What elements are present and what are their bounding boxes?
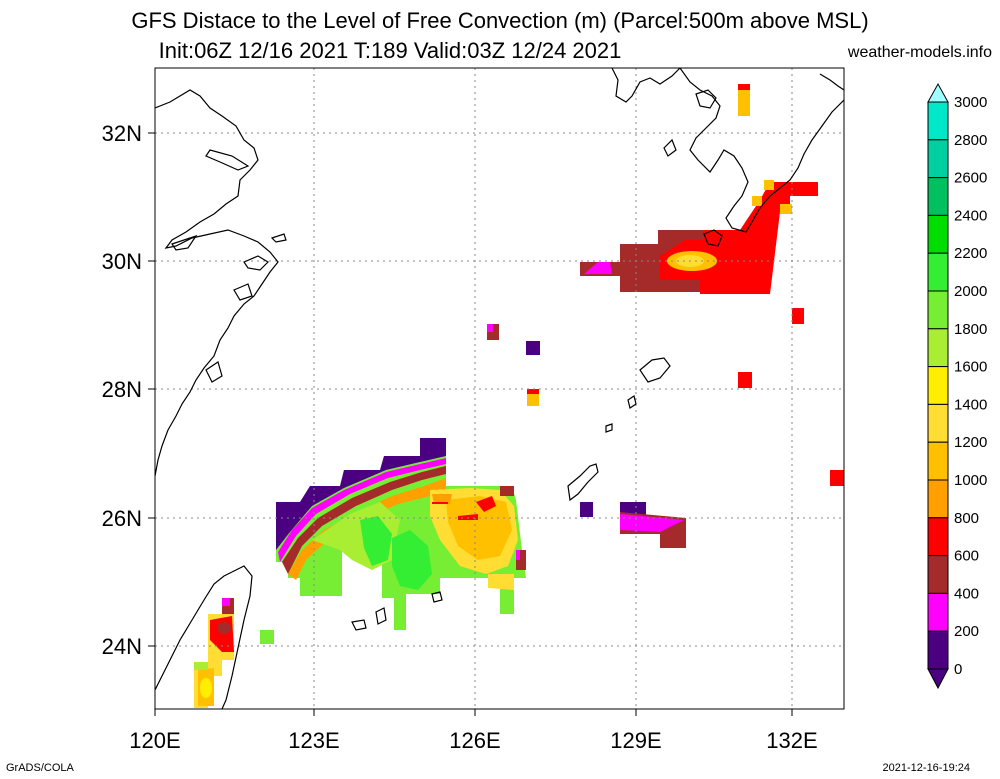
y-axis-labels: 32N 30N 28N 26N 24N [102, 121, 142, 659]
y-tick-label: 30N [102, 249, 142, 274]
field-patch [476, 496, 496, 512]
y-tick-label: 24N [102, 634, 142, 659]
site-label: weather-models.info [847, 44, 992, 61]
x-tick-label: 132E [766, 728, 817, 753]
colorbar-swatch [927, 366, 949, 405]
y-tick-label: 26N [102, 506, 142, 531]
field-patch [260, 630, 274, 644]
colorbar-label: 600 [954, 548, 979, 565]
field-patch [500, 486, 514, 496]
colorbar-swatch [927, 630, 949, 670]
colorbar-swatch [927, 139, 949, 179]
y-tick-label: 32N [102, 121, 142, 146]
field-patch [738, 84, 750, 116]
colorbar-label: 800 [954, 510, 979, 527]
colorbar-label: 1400 [954, 396, 987, 413]
field-patch [526, 341, 540, 355]
colorbar-swatch [927, 252, 949, 292]
x-tick-label: 129E [610, 728, 661, 753]
field-patch [276, 438, 446, 550]
colorbar-bottom-arrow [927, 668, 949, 690]
colorbar-swatch [927, 328, 949, 368]
colorbar-label: 2600 [954, 170, 987, 187]
x-axis-labels: 120E 123E 126E 129E 132E [129, 728, 817, 753]
field-patch [780, 204, 792, 214]
field-patch [516, 550, 526, 570]
colorbar-swatch [927, 403, 949, 443]
ticks [148, 132, 793, 716]
colorbar-swatch [927, 177, 949, 216]
colorbar-label: 2400 [954, 207, 987, 224]
footer-timestamp: 2021-12-16-19:24 [882, 762, 970, 774]
map-subtitle: Init:06Z 12/16 2021 T:189 Valid:03Z 12/2… [158, 38, 622, 63]
colorbar-label: 3000 [954, 94, 987, 111]
field-patch [200, 678, 212, 698]
field-patch [360, 516, 392, 566]
colorbar-label: 1200 [954, 434, 987, 451]
colorbar-swatch [927, 555, 949, 594]
colorbar-label: 0 [954, 661, 962, 678]
field-patch [684, 230, 704, 240]
colorbar-label: 2200 [954, 245, 987, 262]
colorbar-label: 2000 [954, 283, 987, 300]
colorbar-swatch [927, 592, 949, 632]
colorbar-label: 1600 [954, 359, 987, 376]
field-patch [282, 466, 446, 574]
field-patch [278, 458, 446, 562]
field-patch [487, 324, 493, 332]
field-patch [432, 494, 452, 504]
colorbar-label: 200 [954, 623, 979, 640]
field-patch [194, 662, 208, 670]
field-patch [738, 372, 752, 388]
field-patch [222, 598, 230, 606]
colorbar-label: 2800 [954, 132, 987, 149]
colorbar-swatch [927, 101, 949, 141]
colorbar-top-arrow [927, 82, 949, 103]
colorbar-swatch [927, 517, 949, 557]
field-patch [752, 196, 762, 206]
colorbar-label: 1000 [954, 472, 987, 489]
colorbar-swatch [927, 479, 949, 519]
field-patch [392, 530, 432, 590]
field-patch [217, 622, 231, 634]
colorbar-swatch [927, 214, 949, 254]
map-title: GFS Distace to the Level of Free Convect… [131, 8, 869, 33]
field-patch [738, 84, 750, 90]
field-patch [584, 262, 612, 274]
field-patch [830, 470, 844, 486]
x-tick-label: 126E [449, 728, 500, 753]
field-patch [580, 502, 593, 517]
x-tick-label: 123E [288, 728, 339, 753]
field-patch [432, 502, 448, 504]
field-patch [446, 496, 512, 560]
footer-credit: GrADS/COLA [6, 762, 74, 774]
field-patch [527, 389, 539, 394]
x-tick-label: 120E [129, 728, 180, 753]
colorbar: 3000280026002400220020001800160014001200… [927, 82, 987, 690]
grid [155, 68, 844, 709]
field-patch [792, 308, 804, 324]
field-layer [194, 84, 844, 708]
field-patch [620, 502, 646, 516]
field-patch [288, 478, 446, 580]
y-tick-label: 28N [102, 377, 142, 402]
field-patch [488, 574, 514, 590]
colorbar-swatch [927, 290, 949, 330]
colorbar-label: 400 [954, 585, 979, 602]
field-patch [516, 550, 520, 560]
field-patch [764, 180, 774, 190]
coastlines [155, 68, 844, 709]
colorbar-swatch [927, 441, 949, 481]
colorbar-label: 1800 [954, 321, 987, 338]
